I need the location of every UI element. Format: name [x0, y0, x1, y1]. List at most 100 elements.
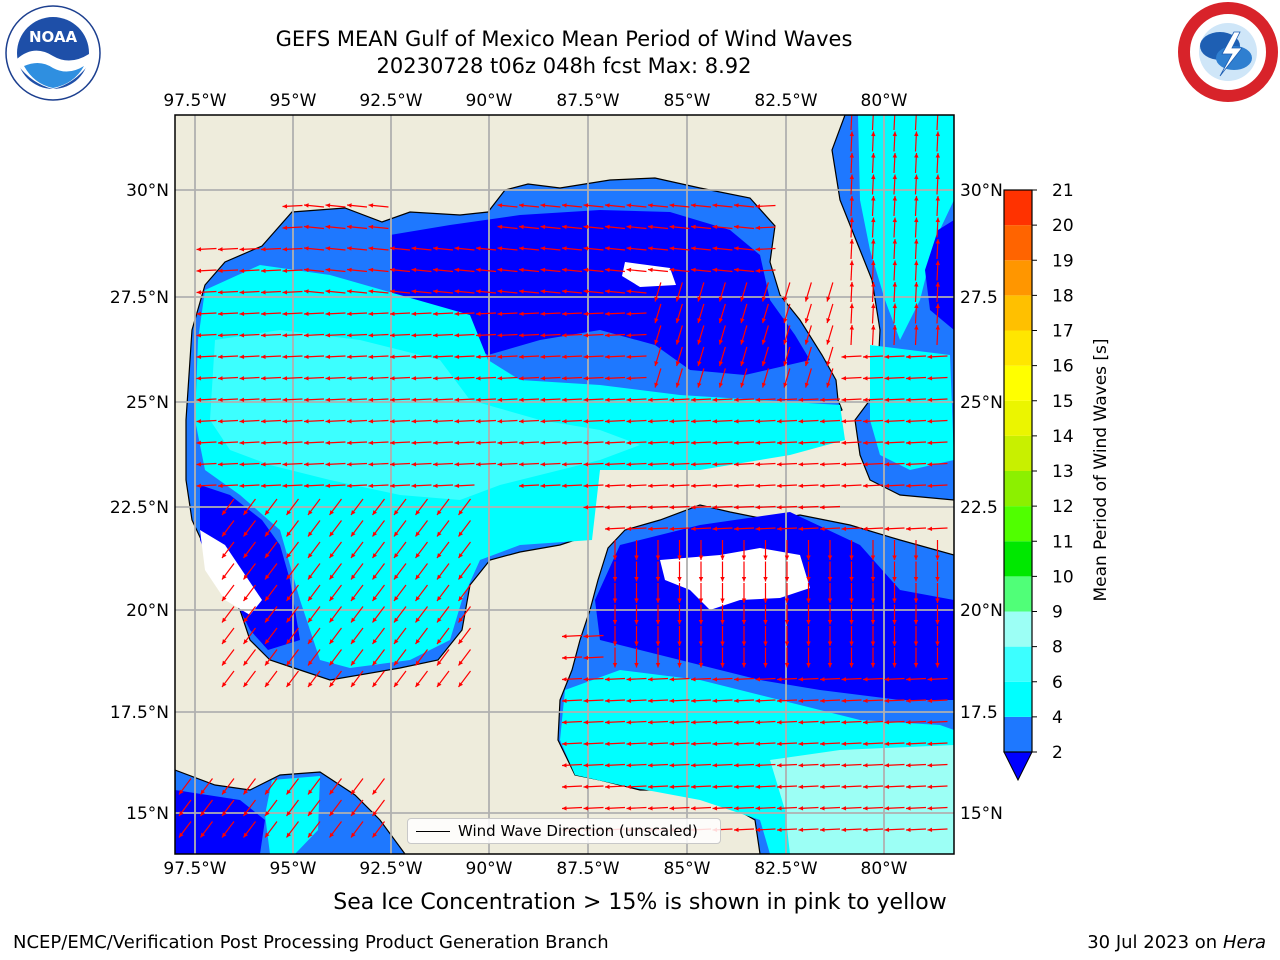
wave-arrow-head: [871, 131, 876, 137]
wave-arrow-head: [390, 354, 395, 359]
wave-arrow-head: [669, 440, 675, 445]
wave-arrow-head: [698, 555, 704, 560]
wave-arrow-head: [497, 224, 503, 230]
lat-label-left: 20°N: [126, 601, 169, 621]
wave-arrow-head: [433, 440, 438, 445]
wave-arrow-head: [654, 318, 659, 324]
lon-label-top: 87.5°W: [556, 91, 619, 111]
wave-arrow-head: [849, 555, 854, 560]
wave-arrow-head: [239, 376, 245, 381]
wave-arrow-head: [347, 224, 352, 230]
wave-arrow-head: [691, 419, 696, 424]
wave-arrow-head: [454, 440, 460, 445]
wave-arrow-head: [626, 376, 632, 381]
wave-arrow-head: [304, 333, 309, 338]
wave-arrow-head: [196, 462, 202, 467]
wave-arrow-head: [777, 440, 782, 445]
wave-arrow-head: [308, 617, 313, 623]
wave-arrow-head: [583, 741, 589, 746]
wave-arrow-head: [351, 639, 356, 644]
wave-arrow-head: [540, 440, 546, 445]
wave-arrow-head: [476, 354, 481, 359]
chart-subtitle: 20230728 t06z 048h fcst Max: 8.92: [376, 54, 752, 78]
wave-arrow-head: [871, 239, 876, 244]
wave-arrow-head: [325, 419, 331, 424]
wave-arrow-head: [870, 641, 876, 646]
wave-arrow-head: [458, 531, 463, 537]
colorbar-tick-label: 20: [1052, 216, 1074, 236]
colorbar-tick-label: 13: [1052, 462, 1074, 482]
wave-arrow-head: [497, 333, 503, 338]
wave-arrow-head: [415, 510, 420, 515]
wave-arrow-head: [562, 763, 567, 768]
wave-arrow-head: [437, 596, 442, 601]
wave-arrow-head: [906, 677, 911, 682]
wave-arrow-head: [871, 217, 876, 223]
colorbar-box: [1004, 260, 1032, 296]
wave-arrow-head: [740, 339, 745, 345]
wave-arrow-head: [265, 832, 270, 838]
wave-arrow-head: [239, 397, 245, 402]
wave-arrow-head: [626, 677, 632, 682]
wave-arrow-head: [675, 296, 680, 302]
wave-arrow-head: [612, 555, 618, 560]
wave-arrow-head: [755, 247, 761, 252]
wave-arrow-head: [329, 832, 334, 838]
wave-arrow-head: [265, 553, 270, 558]
wave-arrow-head: [935, 131, 940, 137]
wave-arrow-head: [871, 325, 876, 330]
wave-arrow-head: [415, 553, 420, 558]
wave-arrow-head: [626, 267, 632, 273]
wave-arrow-head: [697, 339, 702, 345]
wave-arrow-head: [741, 663, 747, 668]
wave-arrow-head: [239, 419, 245, 424]
wave-arrow-head: [562, 289, 567, 294]
wave-arrow-head: [849, 325, 854, 330]
wave-arrow-head: [648, 763, 653, 768]
wave-arrow-head: [884, 376, 890, 381]
wave-arrow-head: [718, 318, 723, 324]
wave-arrow-head: [734, 483, 739, 488]
wave-arrow-head: [218, 333, 223, 338]
wave-arrow-head: [179, 811, 184, 816]
wave-arrow-head: [863, 526, 868, 531]
wave-arrow-head: [222, 832, 227, 838]
wave-arrow-head: [777, 827, 782, 832]
wave-arrow-head: [914, 174, 919, 180]
wave-arrow-head: [458, 617, 463, 623]
wave-arrow-head: [265, 574, 270, 580]
wave-arrow-head: [669, 741, 675, 746]
wave-arrow-head: [583, 763, 589, 768]
colorbar-tick-label: 16: [1052, 357, 1074, 377]
wave-arrow-head: [605, 397, 610, 402]
wave-arrow-head: [347, 397, 352, 402]
wave-arrow-head: [669, 806, 675, 811]
colorbar-tick-label: 19: [1052, 251, 1074, 271]
wave-arrow-head: [892, 325, 897, 330]
wave-arrow-head: [437, 531, 442, 537]
wave-arrow-head: [927, 462, 933, 467]
wave-arrow-head: [265, 531, 270, 537]
wave-arrow-head: [935, 577, 940, 582]
wave-arrow-head: [884, 763, 890, 768]
wave-arrow-head: [605, 526, 610, 531]
colorbar-box: [1004, 506, 1032, 542]
wave-arrow-head: [626, 763, 632, 768]
wave-arrow-head: [841, 698, 847, 703]
wave-arrow-head: [433, 267, 438, 273]
wave-arrow-head: [243, 510, 248, 515]
wave-arrow-head: [777, 397, 782, 402]
wave-arrow-head: [841, 462, 847, 467]
wave-arrow-head: [935, 598, 940, 603]
wave-arrow-head: [308, 574, 313, 580]
wave-arrow-head: [626, 419, 632, 424]
wave-arrow-head: [755, 784, 761, 789]
wave-arrow-head: [783, 339, 788, 345]
wave-arrow-head: [433, 333, 438, 338]
wave-arrow-head: [605, 806, 610, 811]
wave-arrow-head: [433, 289, 438, 294]
wave-arrow-head: [415, 682, 420, 687]
wave-arrow-head: [626, 505, 632, 510]
wave-arrow-head: [286, 596, 291, 601]
footer-date-text: 30 Jul 2023 on: [1087, 932, 1223, 953]
